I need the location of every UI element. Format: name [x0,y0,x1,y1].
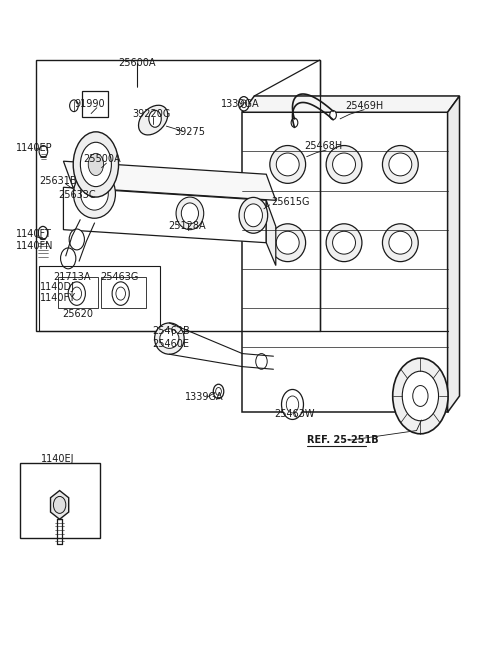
Ellipse shape [270,224,306,261]
Ellipse shape [181,203,199,224]
Polygon shape [266,200,276,265]
Circle shape [402,371,439,421]
Ellipse shape [270,145,306,183]
Bar [36,60,320,331]
Circle shape [393,358,448,434]
Ellipse shape [333,153,356,176]
Circle shape [413,386,428,406]
Ellipse shape [389,153,412,176]
Ellipse shape [176,197,204,230]
Circle shape [39,145,48,157]
Ellipse shape [383,224,418,261]
Bar [38,265,160,331]
Circle shape [281,390,303,419]
Text: 39220G: 39220G [132,109,171,119]
Ellipse shape [81,178,108,210]
Circle shape [239,97,249,111]
Circle shape [149,110,161,127]
Ellipse shape [73,170,116,218]
Bar [58,276,98,308]
Text: 1140FY: 1140FY [39,293,75,303]
Text: 25615G: 25615G [271,197,310,207]
Ellipse shape [88,153,104,176]
Text: 25633C: 25633C [58,190,96,200]
Text: 1140EJ: 1140EJ [41,455,74,464]
Ellipse shape [80,142,111,187]
Polygon shape [63,187,266,243]
Ellipse shape [333,231,356,254]
Text: 1339GA: 1339GA [185,392,224,402]
Text: 25128A: 25128A [168,221,206,231]
Ellipse shape [155,323,184,354]
Text: 21713A: 21713A [53,272,91,282]
Text: 25460E: 25460E [152,339,189,349]
Text: 25463G: 25463G [100,272,139,282]
Circle shape [60,248,76,269]
Bar [20,462,100,538]
Text: 25500A: 25500A [83,154,120,164]
Circle shape [70,100,78,111]
Circle shape [330,111,336,120]
Text: 1339GA: 1339GA [221,99,259,109]
Ellipse shape [276,231,299,254]
Bar [101,276,146,308]
Circle shape [38,227,48,240]
Ellipse shape [239,197,268,233]
Circle shape [286,396,299,413]
Circle shape [72,287,82,300]
Text: 1140FN: 1140FN [16,241,53,251]
Circle shape [69,229,84,250]
Ellipse shape [160,329,179,348]
Text: 1140FT: 1140FT [16,229,51,239]
Circle shape [116,287,125,300]
Circle shape [216,388,221,396]
Circle shape [256,354,267,369]
Circle shape [53,496,66,514]
Polygon shape [50,491,69,519]
Circle shape [68,282,85,305]
Ellipse shape [326,224,362,261]
Ellipse shape [383,145,418,183]
Text: 91990: 91990 [74,99,105,109]
Ellipse shape [326,145,362,183]
Text: 1140DJ: 1140DJ [39,282,74,292]
Text: 25468H: 25468H [304,141,343,151]
Text: 25631B: 25631B [39,176,76,186]
Text: 25462B: 25462B [152,326,190,336]
Circle shape [291,118,298,127]
Polygon shape [63,161,276,200]
Text: 25600A: 25600A [119,58,156,68]
Text: 1140EP: 1140EP [16,143,52,153]
Bar [82,92,108,117]
Text: 25463W: 25463W [275,409,315,419]
Polygon shape [242,96,459,112]
Ellipse shape [276,153,299,176]
Text: 25469H: 25469H [345,101,383,111]
Polygon shape [447,96,459,412]
Bar [242,112,447,412]
Text: REF. 25-251B: REF. 25-251B [307,436,378,445]
Text: 25620: 25620 [62,309,93,320]
Ellipse shape [73,132,119,197]
Circle shape [213,384,224,399]
Circle shape [241,100,247,107]
Ellipse shape [139,105,168,135]
Text: 39275: 39275 [174,127,205,137]
Ellipse shape [389,231,412,254]
Circle shape [112,282,129,305]
Ellipse shape [244,204,263,227]
